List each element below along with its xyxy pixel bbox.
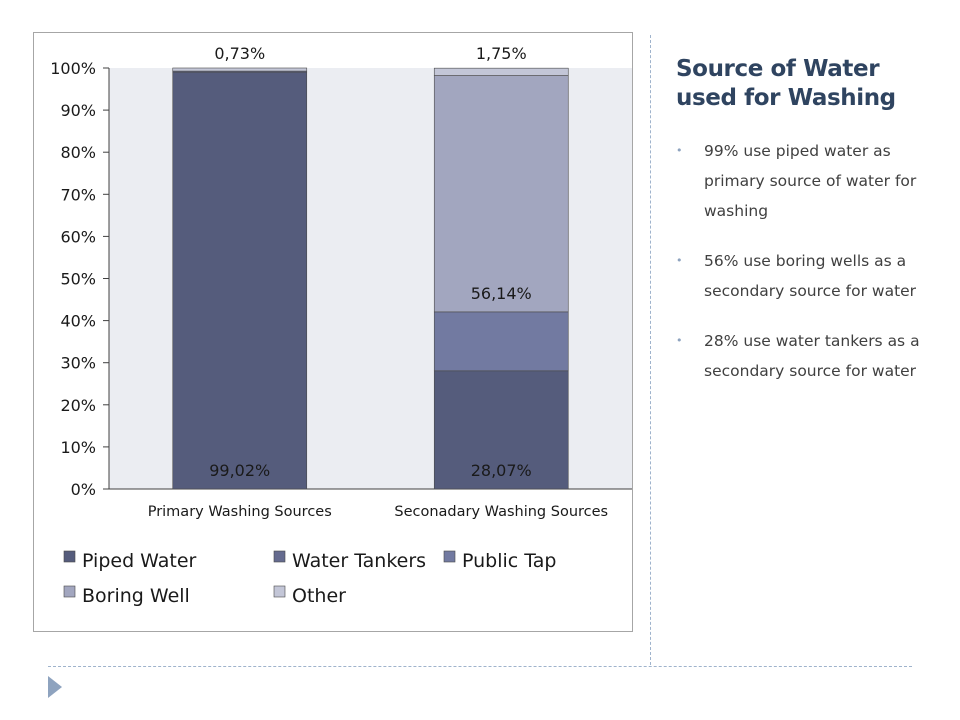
legend-label: Public Tap [462, 550, 556, 572]
bar-segment [172, 67, 308, 72]
data-label: 28,07% [471, 461, 532, 480]
y-tick-label: 40% [60, 312, 96, 331]
side-title: Source of Water used for Washing [676, 56, 896, 111]
chart-frame: 0% 10% 20% 30% 40% 50% 60% 70% 80% 90% 100% Primary… [33, 32, 633, 632]
bullet-dot-icon: • [676, 144, 683, 157]
bar-segment [433, 75, 569, 313]
bar-segment [433, 370, 569, 490]
y-tick-label: 60% [60, 227, 96, 246]
bullet-item: • 28% use water tankers as a secondary so… [676, 326, 926, 386]
bullet-item: • 56% use boring wells as a secondary sou… [676, 246, 926, 306]
bullet-text: 28% use water tankers as a secondary sou… [704, 332, 920, 380]
horizontal-divider [48, 666, 912, 667]
slide-triangle-icon [48, 676, 62, 698]
y-tick-label: 20% [60, 396, 96, 415]
y-tick-label: 70% [60, 185, 96, 204]
bar-segment [172, 71, 308, 490]
legend-swatch [443, 550, 456, 563]
y-tick-label: 10% [60, 438, 96, 457]
y-tick-label: 0% [71, 480, 96, 499]
legend-swatch [273, 585, 286, 598]
data-label: 56,14% [471, 284, 532, 303]
bullet-text: 99% use piped water as primary source of… [704, 142, 917, 220]
y-tick-label: 30% [60, 354, 96, 373]
y-tick-label: 100% [50, 59, 96, 78]
legend-label: Water Tankers [292, 550, 426, 572]
legend-label: Boring Well [82, 585, 190, 607]
bullet-dot-icon: • [676, 254, 683, 267]
bullet-dot-icon: • [676, 334, 683, 347]
legend-label: Piped Water [82, 550, 197, 572]
legend-label: Other [292, 585, 346, 607]
y-tick-label: 80% [60, 143, 96, 162]
x-tick-label: Primary Washing Sources [148, 504, 332, 520]
stacked-bar-chart: 0% 10% 20% 30% 40% 50% 60% 70% 80% 90% 100% Primary… [50, 44, 632, 607]
bullet-item: • 99% use piped water as primary source o… [676, 136, 926, 226]
y-tick-label: 90% [60, 101, 96, 120]
vertical-divider [650, 35, 651, 665]
bullet-text: 56% use boring wells as a secondary sour… [704, 252, 917, 300]
legend-swatch [63, 550, 76, 563]
x-tick-label: Seconadary Washing Sources [394, 504, 608, 520]
data-label: 99,02% [209, 461, 270, 480]
data-label: 0,73% [214, 44, 265, 63]
legend-swatch [63, 585, 76, 598]
bar-segment [433, 311, 569, 372]
y-tick-label: 50% [60, 270, 96, 289]
legend-swatch [273, 550, 286, 563]
bullet-list: • 99% use piped water as primary source o… [676, 136, 926, 406]
bar-segment [433, 67, 569, 76]
data-label: 1,75% [476, 44, 527, 63]
